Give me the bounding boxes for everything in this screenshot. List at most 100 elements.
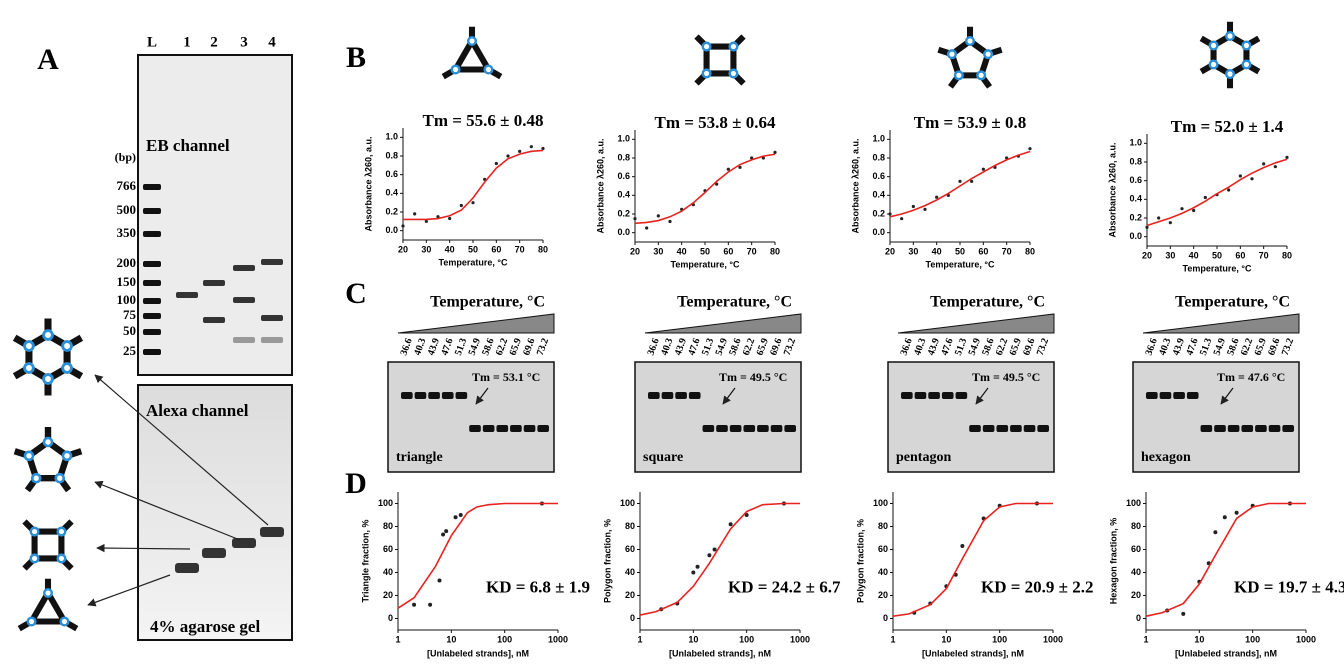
gel-band — [743, 425, 756, 432]
ladder-band — [143, 231, 161, 237]
gel-band — [175, 563, 199, 573]
icon-node — [1208, 40, 1219, 51]
gel-image — [1132, 361, 1300, 473]
y-axis-label: Triangle fraction, % — [360, 519, 370, 602]
ladder-label: 766 — [117, 178, 137, 193]
icon-node — [23, 450, 35, 462]
icon-node — [42, 373, 54, 385]
icon-node — [61, 340, 73, 352]
arrow — [1220, 387, 1234, 405]
icon-node — [23, 362, 35, 374]
unit-label: (bp) — [115, 150, 136, 164]
gel-band — [233, 265, 255, 271]
gel-band — [1214, 425, 1226, 432]
data-point — [958, 179, 962, 183]
gel-band — [955, 392, 968, 399]
tm-label: Tm = 49.5 °C — [719, 370, 787, 384]
annotation: KD = 20.9 ± 2.2 — [981, 578, 1094, 597]
gel-band — [941, 392, 954, 399]
gel-label: 4% agarose gel — [150, 617, 260, 636]
gel-name: triangle — [396, 450, 443, 465]
x-tick-label: 1 — [395, 634, 400, 644]
panel-label: A — [37, 43, 59, 76]
data-point — [728, 522, 733, 527]
gel-band — [901, 392, 913, 399]
x-tick-label: 30 — [653, 246, 663, 256]
icon-ring — [26, 586, 70, 625]
x-tick-label: 50 — [1212, 250, 1222, 260]
temp-label: 73.2 — [782, 337, 798, 357]
data-point — [633, 217, 637, 221]
fit-line — [639, 502, 800, 616]
ladder-label: 350 — [117, 225, 137, 240]
gel-band — [770, 425, 783, 432]
icon-node — [29, 526, 40, 537]
fit-line — [1146, 158, 1288, 227]
x-tick-label: 10 — [446, 634, 456, 644]
icon-node — [728, 41, 739, 52]
y-tick-label: 0.2 — [872, 208, 885, 218]
gel-image — [887, 361, 1055, 473]
gel-band — [716, 425, 728, 432]
gel-band — [1037, 425, 1049, 432]
ladder-label: 500 — [117, 202, 137, 217]
data-point — [911, 204, 915, 209]
icon-ring — [25, 330, 71, 384]
temp-label: 73.2 — [1035, 337, 1051, 357]
data-point — [1145, 225, 1149, 229]
gel-image — [634, 361, 802, 473]
y-tick-label: 40 — [383, 567, 393, 577]
y-tick-label: 0.8 — [617, 152, 630, 162]
gel-band — [260, 527, 284, 537]
y-tick-label: 0.4 — [872, 190, 885, 200]
data-point — [1157, 216, 1161, 220]
y-tick-label: 0.2 — [617, 208, 630, 218]
data-point — [707, 553, 712, 558]
y-tick-label: 20 — [625, 590, 635, 600]
y-tick-label: 0.6 — [617, 171, 630, 181]
x-tick-label: 60 — [491, 244, 501, 254]
x-tick-label: 40 — [1189, 250, 1199, 260]
fit-line — [892, 502, 1053, 617]
icon-node — [964, 35, 976, 47]
icon-ring — [31, 528, 65, 562]
y-tick-label: 0.0 — [617, 227, 630, 237]
gel-band — [996, 425, 1009, 432]
gel-band — [510, 425, 522, 432]
x-tick-label: 60 — [978, 246, 988, 256]
y-axis-label: Absorbance λ260, a.u. — [1107, 142, 1117, 237]
ladder-label: 25 — [123, 343, 137, 358]
y-tick-label: 60 — [878, 544, 888, 554]
data-point — [437, 578, 442, 583]
gel-eb — [137, 54, 293, 376]
data-point — [691, 570, 696, 575]
icon-node — [466, 35, 478, 47]
ladder-band — [143, 184, 161, 190]
y-tick-label: 20 — [1131, 590, 1141, 600]
data-point — [441, 532, 446, 537]
y-tick-label: 80 — [878, 521, 888, 531]
ladder-label: 75 — [123, 307, 137, 322]
data-point — [529, 145, 533, 149]
data-point — [935, 195, 939, 199]
icon-node — [983, 49, 994, 60]
fit-line — [1145, 502, 1306, 617]
gel-band — [1010, 425, 1022, 432]
arrow — [94, 480, 241, 541]
gel-band — [1255, 425, 1267, 432]
gel-band — [1241, 425, 1254, 432]
icon-node — [26, 616, 37, 627]
data-point — [1250, 177, 1254, 181]
data-point — [1203, 195, 1207, 200]
y-tick-label: 40 — [625, 567, 635, 577]
data-point — [744, 513, 749, 517]
y-tick-label: 100 — [873, 498, 888, 508]
fit-line — [634, 153, 776, 225]
ladder-band — [143, 329, 161, 335]
gel-title: Temperature, °C — [930, 294, 1045, 311]
gel-band — [537, 425, 549, 432]
gel-band — [982, 425, 995, 432]
ladder-band — [143, 313, 161, 319]
gel-band — [1282, 425, 1294, 432]
data-point — [656, 214, 660, 218]
